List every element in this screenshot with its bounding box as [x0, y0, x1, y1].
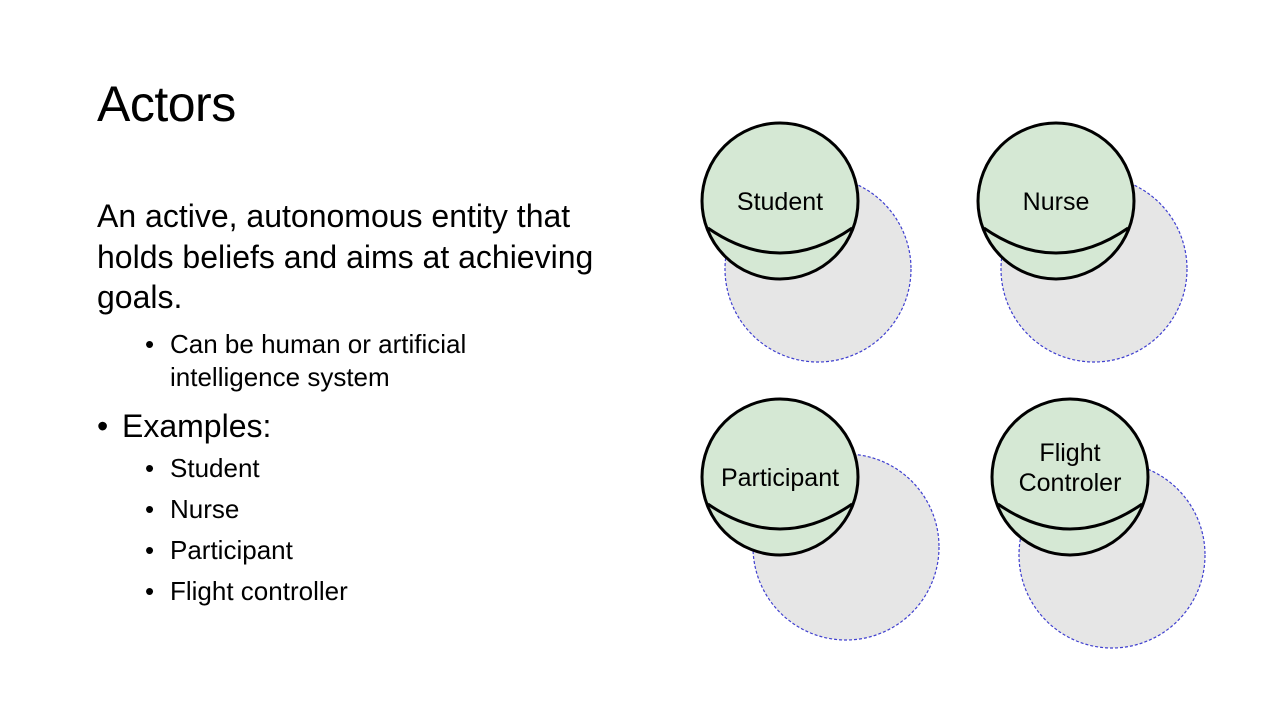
actor-label-line: Controler	[1019, 469, 1122, 497]
slide-body: An active, autonomous entity that holds …	[97, 196, 597, 608]
actor-label-line: Student	[737, 188, 823, 216]
actor-label-line: Participant	[721, 464, 839, 492]
example-item: Participant	[145, 534, 597, 567]
actor-node: Nurse	[976, 121, 1188, 363]
actor-circle	[976, 121, 1136, 281]
actor-circle	[700, 397, 860, 557]
actor-label: Nurse	[1023, 188, 1090, 216]
actor-boundary	[752, 453, 940, 641]
actor-label: Student	[737, 188, 823, 216]
examples-label: Examples:	[97, 406, 597, 446]
actor-node: Participant	[700, 397, 940, 641]
example-item: Flight controller	[145, 575, 597, 608]
actor-label: Flight Controler	[1019, 439, 1122, 497]
actor-boundary	[1018, 461, 1206, 649]
actor-label-line: Flight	[1039, 439, 1100, 467]
actor-arc	[982, 226, 1130, 255]
actor-circle	[990, 397, 1150, 557]
actor-node: Flight Controler	[990, 397, 1206, 649]
actor-boundary	[1000, 175, 1188, 363]
actor-arc	[706, 226, 854, 255]
actor-arc	[706, 502, 854, 531]
actor-definition: An active, autonomous entity that holds …	[97, 198, 594, 315]
actor-node: Student	[700, 121, 912, 363]
slide-title: Actors	[97, 76, 236, 132]
actor-circle	[700, 121, 860, 281]
actor-arc	[996, 502, 1144, 531]
example-item: Student	[145, 452, 597, 485]
actor-label-line: Nurse	[1023, 188, 1090, 216]
examples-list: Student Nurse Participant Flight control…	[145, 452, 597, 608]
definition-point: Can be human or artificial intelligence …	[145, 328, 597, 394]
actor-boundary	[724, 175, 912, 363]
example-item: Nurse	[145, 493, 597, 526]
actor-label: Participant	[721, 464, 839, 492]
examples-section: Examples:	[97, 406, 597, 446]
definition-points: Can be human or artificial intelligence …	[145, 328, 597, 394]
